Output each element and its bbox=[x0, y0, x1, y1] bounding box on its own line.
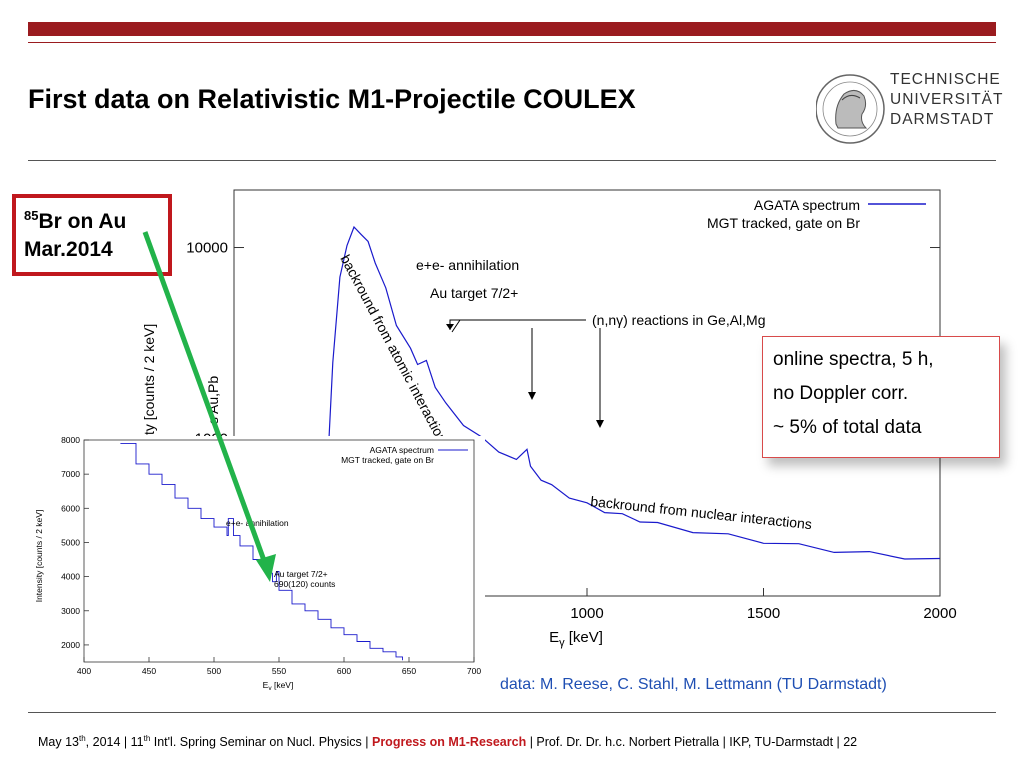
inset-y-tick-label: 5000 bbox=[61, 537, 80, 547]
footer: May 13th, 2014 | 11th Int'l. Spring Semi… bbox=[38, 734, 857, 749]
spectrum-line bbox=[321, 225, 941, 573]
inset-panel: 400 450 500 550 600 650 700 8000 7000 6000 5000 400… bbox=[30, 435, 485, 692]
annotation-arrow-head bbox=[596, 420, 604, 428]
inset-y-tick-label: 8000 bbox=[61, 436, 80, 445]
annotation: e+e- annihilation bbox=[416, 257, 519, 273]
inset-y-tick-label: 6000 bbox=[61, 503, 80, 513]
inset-annotation: e+e- annihilation bbox=[226, 518, 289, 528]
inset-y-tick-label: 3000 bbox=[61, 606, 80, 616]
data-credit: data: M. Reese, C. Stahl, M. Lettmann (T… bbox=[500, 676, 887, 693]
inset-x-tick-label: 550 bbox=[272, 666, 286, 676]
x-axis-label: Eγ [keV] bbox=[549, 629, 603, 649]
annotation: (n,nγ) reactions in Ge,Al,Mg bbox=[592, 312, 766, 328]
inset-x-tick-label: 400 bbox=[77, 666, 91, 676]
inset-spectrum-chart: 400 450 500 550 600 650 700 8000 7000 6000 5000 400… bbox=[34, 435, 481, 692]
mass-number: 85 bbox=[24, 208, 39, 223]
header-accent-bar bbox=[28, 22, 996, 36]
reaction-label: Br on Au bbox=[38, 210, 127, 233]
inset-x-tick-label: 650 bbox=[402, 666, 416, 676]
x-tick-label: 1500 bbox=[747, 605, 780, 622]
x-tick-label: 1000 bbox=[570, 605, 603, 622]
note-line: no Doppler corr. bbox=[773, 383, 909, 404]
sample-label-box: 85Br on Au Mar.2014 bbox=[12, 194, 172, 276]
inset-plot-frame bbox=[83, 439, 475, 663]
footer-text: May 13 bbox=[38, 735, 79, 750]
x-tick-label: 2000 bbox=[923, 605, 956, 622]
logo-line: TECHNISCHE bbox=[890, 71, 1001, 88]
footer-highlight: Progress on M1-Research bbox=[371, 735, 527, 750]
inset-annotation: 690(120) counts bbox=[274, 579, 335, 589]
logo-line: UNIVERSITÄT bbox=[890, 91, 1004, 108]
date-label: Mar.2014 bbox=[24, 238, 113, 261]
inset-y-tick-label: 4000 bbox=[61, 572, 80, 582]
footer-sup: th bbox=[143, 734, 151, 743]
inset-x-tick-label: 700 bbox=[467, 666, 481, 676]
header-accent-line bbox=[28, 42, 996, 43]
inset-x-tick-label: 600 bbox=[337, 666, 351, 676]
note-line: online spectra, 5 h, bbox=[773, 349, 934, 370]
annotation: Au target 7/2+ bbox=[430, 285, 518, 301]
info-note-box: online spectra, 5 h, no Doppler corr. ~ … bbox=[762, 336, 1000, 458]
university-logo bbox=[816, 74, 885, 144]
annotation-arrow bbox=[451, 319, 461, 333]
logo-text: TECHNISCHE UNIVERSITÄT DARMSTADT bbox=[890, 70, 1003, 130]
footer-text: | Prof. Dr. Dr. h.c. Norbert Pietralla |… bbox=[526, 735, 858, 750]
inset-x-tick-label: 450 bbox=[142, 666, 156, 676]
inset-tick-labels: 400 450 500 550 600 650 700 8000 7000 6000 5000 400… bbox=[61, 435, 481, 676]
footer-sup: th bbox=[79, 734, 86, 743]
footer-text: Int'l. Spring Seminar on Nucl. Physics | bbox=[150, 735, 372, 750]
slide-title: First data on Relativistic M1-Projectile… bbox=[28, 84, 636, 114]
legend-entry: AGATA spectrum bbox=[754, 197, 860, 213]
footer-divider bbox=[28, 712, 996, 713]
logo-line: DARMSTADT bbox=[890, 111, 995, 128]
inset-annotation: Au target 7/2+ bbox=[274, 569, 328, 579]
inset-legend-entry: MGT tracked, gate on Br bbox=[341, 455, 434, 465]
inset-legend-entry: AGATA spectrum bbox=[370, 445, 434, 455]
side-label: s Au,Pb bbox=[205, 376, 221, 424]
inset-y-axis-label: Intensity [counts / 2 keV] bbox=[34, 510, 44, 603]
title-divider bbox=[28, 160, 996, 161]
footer-text: , 2014 | 11 bbox=[85, 735, 144, 750]
inset-x-axis-label: Eγ [keV] bbox=[263, 680, 294, 690]
note-line: ~ 5% of total data bbox=[773, 417, 922, 438]
inset-x-tick-label: 500 bbox=[207, 666, 221, 676]
inset-y-tick-label: 2000 bbox=[61, 640, 80, 650]
y-tick-label: 10000 bbox=[186, 240, 228, 257]
inset-axis-ticks bbox=[83, 439, 475, 662]
annotation-arrow-head bbox=[446, 324, 454, 330]
annotation-arrow-head bbox=[528, 392, 536, 400]
legend-entry: MGT tracked, gate on Br bbox=[707, 215, 860, 231]
inset-y-tick-label: 7000 bbox=[61, 469, 80, 479]
